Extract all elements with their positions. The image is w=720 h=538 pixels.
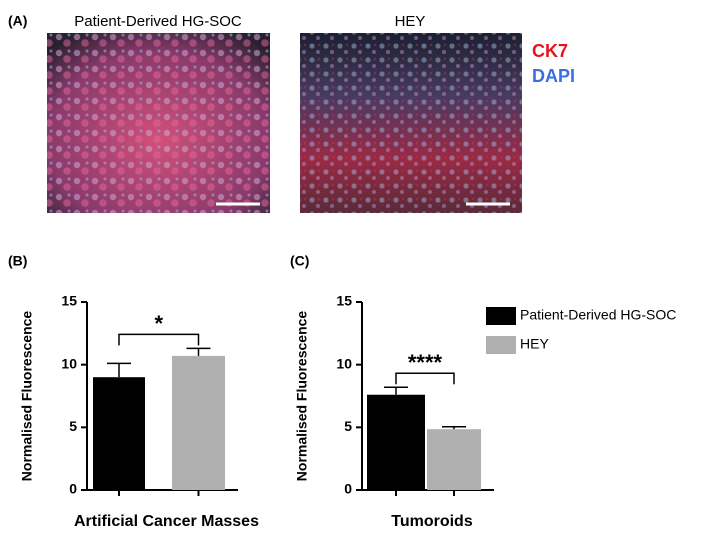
y-tick-label: 0 — [344, 481, 352, 497]
y-axis-label: Normalised Fluorescence — [19, 311, 35, 482]
y-tick-label: 10 — [336, 355, 352, 371]
stain-label: CK7 — [532, 41, 568, 61]
y-tick-label: 15 — [336, 293, 352, 309]
error-bar — [107, 362, 131, 378]
legend-label: HEY — [520, 336, 549, 352]
bar — [367, 394, 425, 490]
significance-bracket — [395, 372, 455, 385]
legend-swatch — [486, 307, 516, 325]
bar — [427, 429, 481, 490]
legend-label: Patient-Derived HG-SOC — [520, 307, 676, 323]
category-label: Tumoroids — [391, 513, 473, 530]
stain-label: DAPI — [532, 66, 575, 86]
y-tick-label: 5 — [69, 418, 77, 434]
micrograph-hey — [300, 33, 522, 213]
image-title: HEY — [395, 13, 426, 30]
bar — [93, 377, 145, 490]
bar — [172, 355, 225, 490]
y-tick-label: 15 — [61, 293, 77, 309]
panel-label: (A) — [8, 13, 27, 29]
error-bar — [186, 347, 211, 356]
error-bar — [442, 425, 466, 430]
significance-label: **** — [408, 350, 443, 375]
error-bar — [384, 386, 408, 395]
y-tick-label: 5 — [344, 418, 352, 434]
y-tick-label: 10 — [61, 355, 77, 371]
legend-swatch — [486, 336, 516, 354]
y-tick-label: 0 — [69, 481, 77, 497]
panel-label: (B) — [8, 253, 27, 269]
significance-label: * — [154, 311, 163, 336]
category-label: Artificial Cancer Masses — [74, 513, 259, 530]
y-axis-label: Normalised Fluorescence — [294, 311, 310, 482]
panel-label: (C) — [290, 253, 309, 269]
micrograph-hgsoc — [47, 33, 270, 213]
image-title: Patient-Derived HG-SOC — [74, 13, 242, 30]
significance-bracket — [118, 333, 200, 346]
